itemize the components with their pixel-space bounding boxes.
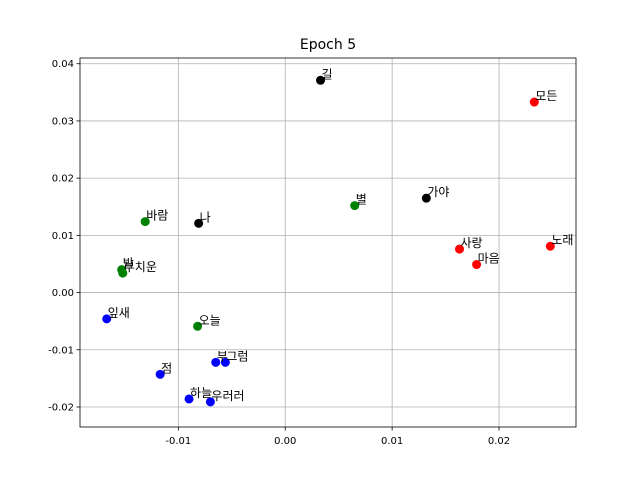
data-point-green bbox=[140, 217, 150, 227]
point-label: 잎새 bbox=[108, 306, 130, 320]
point-label: 가야 bbox=[427, 185, 449, 199]
data-point-blue bbox=[220, 357, 230, 367]
data-point-green bbox=[118, 268, 128, 278]
point-label: 노래 bbox=[551, 233, 573, 247]
data-point-black bbox=[194, 218, 204, 228]
data-point-blue bbox=[211, 357, 221, 367]
point-label: 나 bbox=[200, 210, 211, 224]
data-point-blue bbox=[155, 369, 165, 379]
y-tick-label: 0.04 bbox=[52, 59, 74, 70]
point-label: 그럼 bbox=[226, 349, 248, 363]
chart-title: Epoch 5 bbox=[300, 37, 356, 53]
data-point-blue bbox=[184, 394, 194, 404]
data-points bbox=[102, 75, 555, 407]
y-tick-label: -0.01 bbox=[48, 345, 74, 356]
point-label: 우러러 bbox=[211, 389, 244, 403]
x-tick-label: 0.01 bbox=[381, 436, 403, 447]
axes-frame bbox=[79, 57, 577, 428]
data-point-blue bbox=[205, 397, 215, 407]
grid bbox=[80, 58, 576, 427]
y-axis: -0.02 -0.01 0.00 0.01 0.02 0.03 0.04 bbox=[48, 59, 80, 413]
y-tick-label: 0.02 bbox=[52, 174, 74, 185]
x-axis: -0.01 0.00 0.01 0.02 bbox=[165, 427, 510, 447]
point-label: 마음 bbox=[478, 252, 500, 266]
point-label: 모든 bbox=[535, 89, 557, 103]
data-point-blue bbox=[102, 314, 112, 324]
y-tick-label: 0.03 bbox=[52, 116, 74, 127]
data-point-red bbox=[545, 241, 555, 251]
data-point-green bbox=[193, 321, 203, 331]
data-point-red bbox=[454, 244, 464, 254]
point-label: 부치운 bbox=[124, 260, 157, 274]
point-label: 하늘 bbox=[190, 386, 212, 400]
point-label: 바람 bbox=[146, 209, 168, 223]
data-point-red bbox=[472, 260, 482, 270]
point-label: 점 bbox=[161, 361, 172, 375]
x-tick-label: -0.01 bbox=[165, 436, 191, 447]
y-tick-label: 0.00 bbox=[52, 288, 74, 299]
data-point-black bbox=[316, 75, 326, 85]
point-label: 부 bbox=[217, 349, 228, 363]
point-label: 별 bbox=[356, 193, 367, 207]
data-point-green bbox=[350, 201, 360, 211]
y-tick-label: -0.02 bbox=[48, 402, 74, 413]
point-label: 밤 bbox=[123, 257, 134, 271]
point-label: 오늘 bbox=[199, 313, 221, 327]
x-tick-label: 0.00 bbox=[274, 436, 296, 447]
data-point-red bbox=[529, 97, 539, 107]
point-label: 사랑 bbox=[460, 236, 482, 250]
x-tick-label: 0.02 bbox=[488, 436, 510, 447]
axes-background bbox=[80, 58, 576, 427]
y-tick-label: 0.01 bbox=[52, 231, 74, 242]
point-label: 길 bbox=[322, 67, 333, 81]
data-point-black bbox=[421, 193, 431, 203]
